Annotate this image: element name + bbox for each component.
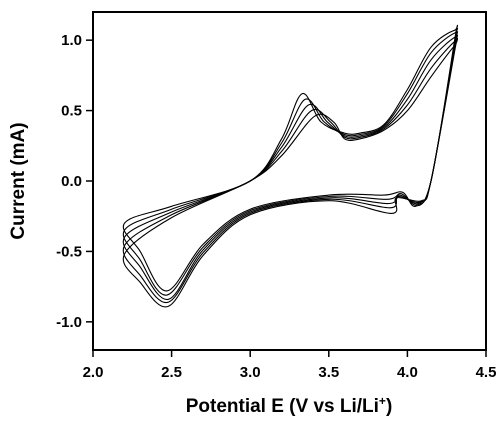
cv-curves <box>122 24 459 308</box>
y-tick-label: 0.0 <box>61 173 82 190</box>
cv-cycle-4 <box>122 34 459 303</box>
x-tick-label: 3.5 <box>318 364 339 381</box>
cv-cycle-1 <box>122 24 459 292</box>
y-axis-title: Current (mA) <box>8 122 29 239</box>
plot-frame <box>92 11 487 351</box>
y-tick-label: -1.0 <box>56 314 82 331</box>
y-axis-ticks: -1.0 -0.5 0.0 0.5 1.0 <box>56 32 93 331</box>
y-tick-label: 0.5 <box>61 103 82 120</box>
y-tick-label: 1.0 <box>61 32 82 49</box>
cv-cycle-5 <box>122 38 459 308</box>
x-tick-label: 3.0 <box>240 364 261 381</box>
x-tick-label: 4.5 <box>476 364 497 381</box>
x-axis-title-end: ) <box>386 396 392 417</box>
x-tick-label: 2.5 <box>161 364 182 381</box>
cv-cycle-2 <box>122 27 459 296</box>
x-tick-label: 2.0 <box>83 364 104 381</box>
x-axis-ticks: 2.0 2.5 3.0 3.5 4.0 4.5 <box>83 350 497 381</box>
cv-cycle-3 <box>122 31 459 300</box>
x-axis-title-superscript: + <box>379 394 386 408</box>
x-tick-label: 4.0 <box>397 364 418 381</box>
x-axis-title-main: Potential E (V vs Li/Li <box>186 396 379 417</box>
y-tick-label: -0.5 <box>56 243 82 260</box>
x-axis-title: Potential E (V vs Li/Li+) <box>186 394 393 417</box>
